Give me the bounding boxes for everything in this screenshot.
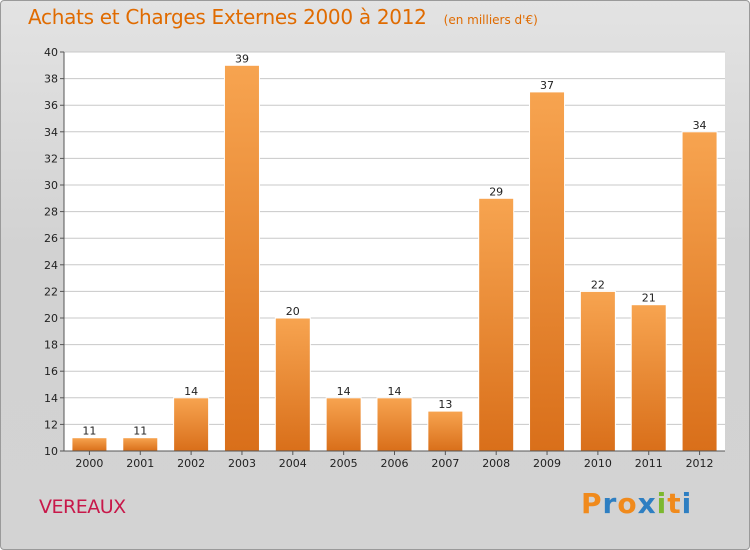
y-tick-label: 28 <box>44 206 58 219</box>
y-tick-label: 22 <box>44 285 58 298</box>
bar-2011 <box>630 304 667 452</box>
bar-2006 <box>376 397 413 452</box>
data-label-2009: 37 <box>540 79 554 92</box>
bar-2001 <box>122 437 159 452</box>
bar-2008 <box>478 197 515 452</box>
y-tick-label: 16 <box>44 365 58 378</box>
proxiti-logo[interactable]: Proxiti <box>581 487 692 520</box>
x-tick-label-2011: 2011 <box>635 457 663 470</box>
data-labels: 11 11 14 39 20 14 14 13 29 37 22 21 34 <box>82 52 706 437</box>
x-tick-label-2012: 2012 <box>686 457 714 470</box>
chart-title: Achats et Charges Externes 2000 à 2012 <box>28 5 427 29</box>
y-tick-label: 38 <box>44 73 58 86</box>
x-tick-label-2001: 2001 <box>126 457 154 470</box>
logo-letter: r <box>602 487 618 520</box>
x-axis-labels: 2000 2001 2002 2003 2004 2005 2006 2007 2008 2009… <box>75 451 714 470</box>
bar-2005 <box>325 397 362 452</box>
x-tick-label-2003: 2003 <box>228 457 256 470</box>
y-tick-label: 32 <box>44 152 58 165</box>
commune-name: VEREAUX <box>39 496 126 518</box>
data-label-2012: 34 <box>693 119 707 132</box>
bar-2010 <box>579 290 616 452</box>
y-tick-label: 18 <box>44 339 58 352</box>
data-label-2006: 14 <box>388 385 402 398</box>
data-label-2005: 14 <box>337 385 351 398</box>
data-label-2004: 20 <box>286 305 300 318</box>
y-tick-label: 34 <box>44 126 58 139</box>
y-tick-label: 20 <box>44 312 58 325</box>
data-label-2001: 11 <box>133 425 147 438</box>
y-tick-label: 30 <box>44 179 58 192</box>
y-tick-label: 36 <box>44 99 58 112</box>
bar-2000 <box>71 437 108 452</box>
x-tick-label-2002: 2002 <box>177 457 205 470</box>
data-label-2002: 14 <box>184 385 198 398</box>
y-tick-label: 40 <box>44 46 58 59</box>
bar-2007 <box>427 410 464 452</box>
data-label-2003: 39 <box>235 52 249 65</box>
logo-letter: x <box>637 487 657 520</box>
logo-letter: i <box>656 487 668 520</box>
title-block: Achats et Charges Externes 2000 à 2012 (… <box>28 5 538 29</box>
x-tick-label-2006: 2006 <box>381 457 409 470</box>
x-tick-label-2008: 2008 <box>482 457 510 470</box>
bar-2002 <box>173 397 210 452</box>
chart-subtitle: (en milliers d'€) <box>443 13 538 27</box>
logo-letter: i <box>681 487 693 520</box>
bar-chart: 10 12 14 16 18 20 22 24 26 28 30 32 34 36 38 40 11 11 14 3… <box>44 46 725 470</box>
data-label-2008: 29 <box>489 185 503 198</box>
x-tick-label-2009: 2009 <box>533 457 561 470</box>
logo-letter: P <box>581 487 603 520</box>
y-tick-label: 12 <box>44 418 58 431</box>
bar-2003 <box>223 64 260 452</box>
data-label-2000: 11 <box>82 425 96 438</box>
x-tick-label-2007: 2007 <box>431 457 459 470</box>
x-tick-label-2010: 2010 <box>584 457 612 470</box>
y-tick-label: 24 <box>44 259 58 272</box>
bars <box>71 64 718 452</box>
bar-2012 <box>681 131 718 452</box>
y-tick-label: 10 <box>44 445 58 458</box>
data-label-2010: 22 <box>591 278 605 291</box>
bar-2004 <box>274 317 311 452</box>
x-tick-label-2000: 2000 <box>75 457 103 470</box>
logo-letter: t <box>667 487 682 520</box>
x-tick-label-2005: 2005 <box>330 457 358 470</box>
data-label-2007: 13 <box>438 398 452 411</box>
y-axis-labels: 10 12 14 16 18 20 22 24 26 28 30 32 34 36 38 40 <box>44 46 58 458</box>
y-tick-label: 26 <box>44 232 58 245</box>
bar-2009 <box>529 91 566 452</box>
logo-letter: o <box>617 487 638 520</box>
y-tick-label: 14 <box>44 392 58 405</box>
x-tick-label-2004: 2004 <box>279 457 307 470</box>
data-label-2011: 21 <box>642 292 656 305</box>
